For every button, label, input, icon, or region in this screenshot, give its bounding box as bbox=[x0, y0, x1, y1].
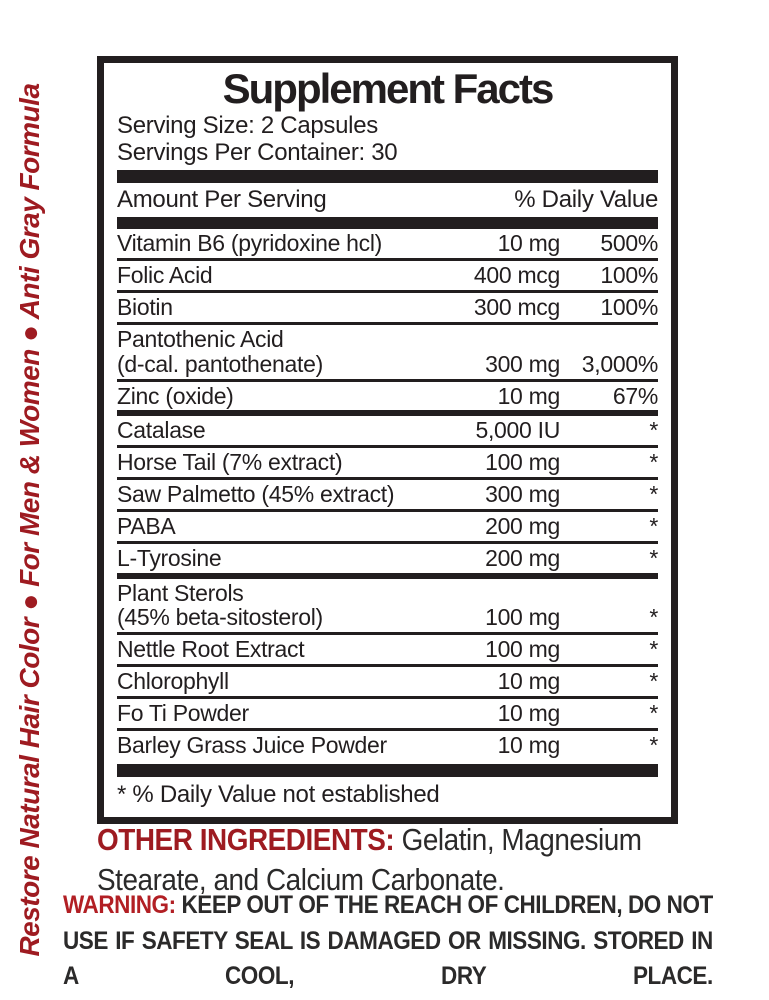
table-row: Catalase 5,000 IU * bbox=[117, 416, 658, 449]
ingredient-amount: 100 mg bbox=[485, 604, 560, 631]
warning-text: KEEP OUT OF THE REACH OF CHILDREN, DO NO… bbox=[63, 891, 713, 990]
ingredient-amount: 400 mcg bbox=[473, 262, 560, 289]
table-row: Saw Palmetto (45% extract) 300 mg * bbox=[117, 480, 658, 512]
ingredient-daily-value: * bbox=[649, 636, 658, 663]
warning-label: WARNING: bbox=[63, 891, 176, 919]
other-ingredients-paragraph: OTHER INGREDIENTS: Gelatin, Magnesium St… bbox=[97, 820, 727, 899]
divider-bar-bottom bbox=[117, 763, 658, 777]
supplement-facts-panel: Supplement Facts Serving Size: 2 Capsule… bbox=[97, 56, 678, 824]
ingredient-daily-value: * bbox=[649, 512, 658, 539]
ingredient-amount: 10 mg bbox=[497, 382, 561, 409]
ingredient-amount: 5,000 IU bbox=[475, 417, 560, 444]
ingredient-name: Chlorophyll bbox=[117, 668, 229, 695]
table-row: Biotin 300 mcg 100% bbox=[117, 293, 658, 325]
ingredient-daily-value: * bbox=[649, 731, 658, 758]
column-header-daily-value: % Daily Value bbox=[514, 186, 658, 214]
ingredient-name: Plant Sterols (45% beta-sitosterol) bbox=[117, 579, 323, 631]
other-ingredients-text: Gelatin, Magnesium Stearate, and Calcium… bbox=[97, 822, 642, 897]
table-row: Nettle Root Extract 100 mg * bbox=[117, 635, 658, 668]
ingredient-amount: 300 mg bbox=[485, 481, 560, 508]
ingredient-amount: 300 mcg bbox=[473, 294, 560, 321]
servings-per-container: Servings Per Container: 30 bbox=[117, 138, 398, 166]
panel-title: Supplement Facts bbox=[222, 65, 555, 112]
other-ingredients-separator: : bbox=[385, 822, 402, 857]
ingredient-daily-value: * bbox=[649, 604, 658, 631]
ingredient-name: Horse Tail (7% extract) bbox=[117, 449, 343, 476]
column-header-row: Amount Per Serving % Daily Value bbox=[117, 183, 658, 217]
ingredient-name: PABA bbox=[117, 512, 176, 539]
serving-size: Serving Size: 2 Capsules bbox=[117, 111, 378, 139]
ingredient-amount: 10 mg bbox=[497, 668, 561, 695]
ingredient-name: Pantothenic Acid (d-cal. pantothenate) bbox=[117, 325, 323, 377]
warning-paragraph: WARNING: KEEP OUT OF THE REACH OF CHILDR… bbox=[63, 888, 713, 995]
ingredient-amount: 300 mg bbox=[485, 350, 560, 377]
ingredient-amount: 100 mg bbox=[485, 449, 560, 476]
ingredient-amount: 200 mg bbox=[485, 544, 560, 571]
divider-bar-header bbox=[117, 217, 658, 230]
ingredient-name: L-Tyrosine bbox=[117, 544, 222, 571]
ingredient-amount: 10 mg bbox=[497, 731, 561, 758]
ingredient-name: Fo Ti Powder bbox=[117, 699, 249, 726]
ingredient-name: Barley Grass Juice Powder bbox=[117, 731, 387, 758]
table-row: PABA 200 mg * bbox=[117, 512, 658, 544]
ingredient-daily-value: * bbox=[649, 668, 658, 695]
table-row: L-Tyrosine 200 mg * bbox=[117, 544, 658, 579]
table-row: Pantothenic Acid (d-cal. pantothenate) 30… bbox=[117, 325, 658, 382]
table-row: Folic Acid 400 mcg 100% bbox=[117, 261, 658, 294]
facts-rows: Vitamin B6 (pyridoxine hcl) 10 mg 500% F… bbox=[117, 229, 658, 759]
ingredient-daily-value: * bbox=[649, 449, 658, 476]
daily-value-footnote: * % Daily Value not established bbox=[117, 780, 440, 808]
column-header-amount: Amount Per Serving bbox=[117, 186, 327, 214]
ingredient-name: Vitamin B6 (pyridoxine hcl) bbox=[117, 230, 383, 257]
table-row: Plant Sterols (45% beta-sitosterol) 100 m… bbox=[117, 579, 658, 636]
ingredient-daily-value: * bbox=[649, 417, 658, 444]
ingredient-daily-value: * bbox=[649, 544, 658, 571]
ingredient-daily-value: 500% bbox=[600, 230, 658, 257]
table-row: Zinc (oxide) 10 mg 67% bbox=[117, 382, 658, 417]
table-row: Horse Tail (7% extract) 100 mg * bbox=[117, 448, 658, 481]
ingredient-daily-value: 3,000% bbox=[581, 350, 659, 377]
table-row: Fo Ti Powder 10 mg * bbox=[117, 699, 658, 731]
ingredient-daily-value: 67% bbox=[612, 382, 658, 409]
table-row: Vitamin B6 (pyridoxine hcl) 10 mg 500% bbox=[117, 229, 658, 262]
ingredient-amount: 10 mg bbox=[497, 230, 561, 257]
ingredient-daily-value: * bbox=[649, 481, 658, 508]
ingredient-name: Biotin bbox=[117, 294, 173, 321]
side-banner-text: Restore Natural Hair Color ● For Men & W… bbox=[14, 83, 45, 957]
ingredient-name: Saw Palmetto (45% extract) bbox=[117, 481, 395, 508]
ingredient-amount: 200 mg bbox=[485, 512, 560, 539]
table-row: Barley Grass Juice Powder 10 mg * bbox=[117, 731, 658, 760]
ingredient-amount: 10 mg bbox=[497, 699, 561, 726]
ingredient-name: Nettle Root Extract bbox=[117, 636, 305, 663]
ingredient-name: Folic Acid bbox=[117, 262, 213, 289]
ingredient-name: Catalase bbox=[117, 417, 206, 444]
divider-bar-top bbox=[117, 170, 658, 184]
ingredient-daily-value: 100% bbox=[600, 294, 658, 321]
ingredient-daily-value: 100% bbox=[600, 262, 658, 289]
ingredient-name: Zinc (oxide) bbox=[117, 382, 234, 409]
table-row: Chlorophyll 10 mg * bbox=[117, 667, 658, 699]
ingredient-daily-value: * bbox=[649, 699, 658, 726]
ingredient-amount: 100 mg bbox=[485, 636, 560, 663]
other-ingredients-label: OTHER INGREDIENTS bbox=[97, 822, 386, 857]
